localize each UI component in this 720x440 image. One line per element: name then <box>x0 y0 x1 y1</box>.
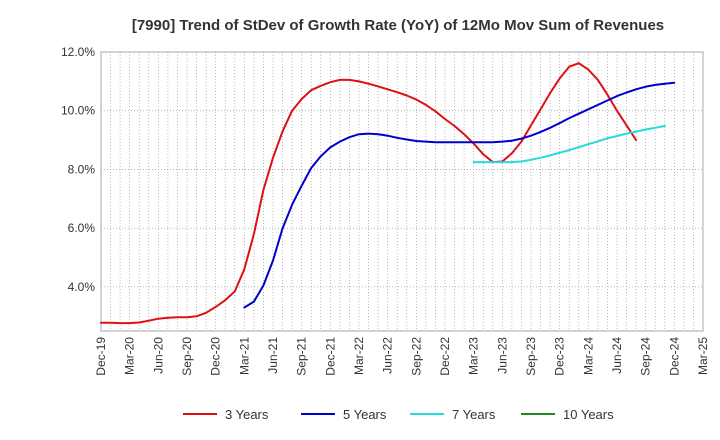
y-tick-label: 4.0% <box>68 280 96 294</box>
y-tick-label: 8.0% <box>68 162 96 176</box>
x-tick-label: Mar-23 <box>467 337 481 375</box>
x-tick-label: Mar-25 <box>696 337 710 375</box>
y-tick-label: 12.0% <box>61 45 95 59</box>
x-tick-label: Dec-23 <box>553 337 567 376</box>
x-tick-label: Mar-22 <box>352 337 366 375</box>
x-tick-label: Jun-21 <box>266 337 280 374</box>
x-tick-label: Sep-21 <box>295 337 309 376</box>
chart-title: [7990] Trend of StDev of Growth Rate (Yo… <box>132 17 664 34</box>
series-layer <box>100 62 676 325</box>
x-tick-label: Dec-19 <box>94 337 108 376</box>
x-tick-label: Dec-22 <box>438 337 452 376</box>
x-tick-label: Jun-24 <box>610 337 624 374</box>
legend-label: 10 Years <box>563 407 614 422</box>
x-tick-label: Sep-22 <box>409 337 423 376</box>
legend: 3 Years 5 Years 7 Years 10 Years <box>183 407 614 422</box>
legend-label: 7 Years <box>452 407 496 422</box>
x-axis: Dec-19 Mar-20 Jun-20 Sep-20 Dec-20 Mar-21 Jun-… <box>94 337 710 376</box>
x-tick-label: Jun-22 <box>381 337 395 374</box>
x-tick-label: Dec-20 <box>209 337 223 376</box>
x-tick-label: Sep-20 <box>180 337 194 376</box>
x-tick-label: Dec-24 <box>667 337 681 376</box>
x-tick-label: Dec-21 <box>323 337 337 376</box>
plot-area <box>100 51 704 332</box>
x-tick-label: Mar-21 <box>237 337 251 375</box>
x-tick-label: Jun-23 <box>495 337 509 374</box>
legend-label: 5 Years <box>343 407 387 422</box>
series-line-5-years <box>243 81 676 309</box>
series-line-7-years <box>472 125 666 164</box>
y-tick-label: 6.0% <box>68 221 96 235</box>
y-axis: 4.0% 6.0% 8.0% 10.0% 12.0% <box>61 45 95 294</box>
x-tick-label: Sep-23 <box>524 337 538 376</box>
x-tick-label: Sep-24 <box>639 337 653 376</box>
legend-label: 3 Years <box>225 407 269 422</box>
y-tick-label: 10.0% <box>61 104 95 118</box>
series-line-3-years <box>100 62 638 325</box>
x-tick-label: Jun-20 <box>151 337 165 374</box>
x-tick-label: Mar-20 <box>123 337 137 375</box>
x-tick-label: Mar-24 <box>581 337 595 375</box>
